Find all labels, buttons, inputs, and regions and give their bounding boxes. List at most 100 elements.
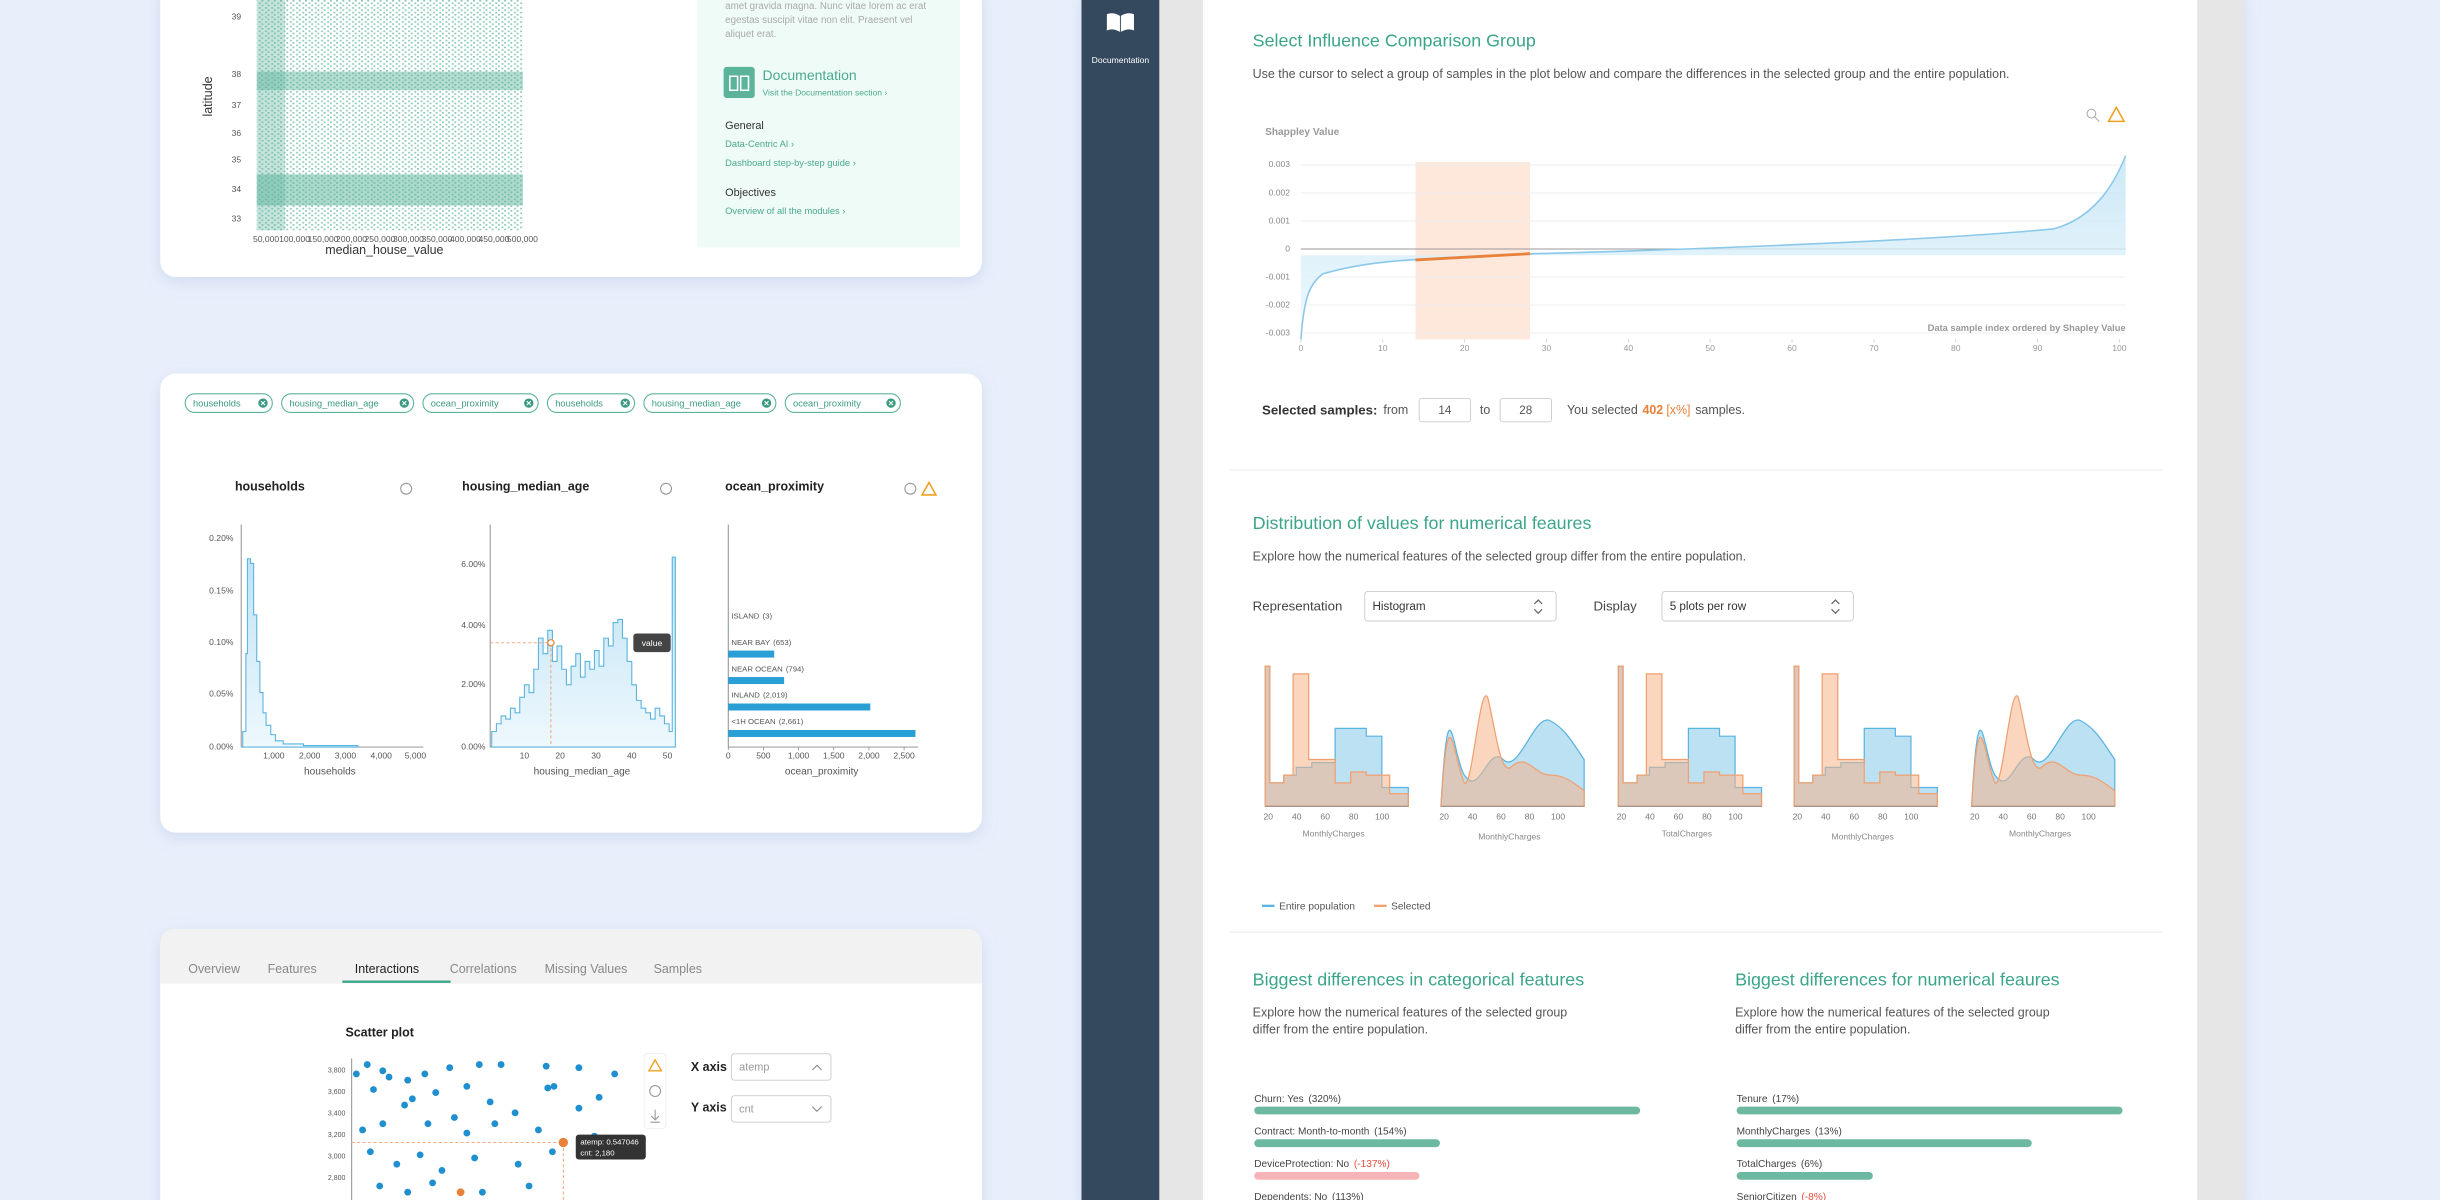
doc-subtitle[interactable]: Visit the Documentation section › xyxy=(763,88,888,98)
select[interactable] xyxy=(730,1053,832,1081)
category: INLAND xyxy=(731,691,760,700)
y-tick-label: 3,800 xyxy=(328,1068,346,1075)
sidebar-label[interactable]: Documentation xyxy=(1092,55,1150,65)
x-tick-label: 70 xyxy=(1869,343,1879,353)
select[interactable] xyxy=(1661,590,1854,622)
x-tick-label: 20 xyxy=(1439,811,1449,821)
tab[interactable]: Overview xyxy=(188,962,241,976)
section-description: Explore how the numerical features of th… xyxy=(1253,1006,1568,1020)
x-tick-label: 1,500 xyxy=(823,751,845,761)
y-tick-label: 0.15% xyxy=(209,586,234,596)
selected-line xyxy=(1415,252,1531,262)
tab[interactable]: Features xyxy=(268,962,317,976)
x-tick-label: 100 xyxy=(2081,811,2096,821)
axis-label: latitude xyxy=(201,76,215,116)
x-tick-label: 40 xyxy=(627,751,637,761)
x-tick-label: 0 xyxy=(726,751,731,761)
warning-icon[interactable] xyxy=(920,480,938,496)
add-icon[interactable] xyxy=(904,482,917,495)
chip-remove-x xyxy=(401,400,407,406)
axis-label: MonthlyCharges xyxy=(1832,832,1894,842)
filter-chip[interactable] xyxy=(184,393,273,413)
x-tick-label: 150,000 xyxy=(308,234,339,244)
info-icon[interactable] xyxy=(649,1085,662,1098)
select-value: Histogram xyxy=(1373,600,1426,613)
tooltip xyxy=(633,633,671,653)
x-tick-label: 80 xyxy=(1349,811,1359,821)
y-tick-label: 0.05% xyxy=(209,688,234,698)
doc-title[interactable]: Documentation xyxy=(763,67,857,83)
x-tick-label: 40 xyxy=(1998,811,2008,821)
bar-label: INLAND (2,019) xyxy=(731,691,788,700)
doc-link[interactable]: Dashboard step-by-step guide › xyxy=(725,158,856,168)
bar xyxy=(728,650,775,658)
selection-band xyxy=(1415,161,1531,340)
bar xyxy=(1254,1171,1420,1180)
axis-title: Shappley Value xyxy=(1265,127,1340,138)
y-tick-label: 0.10% xyxy=(209,637,234,647)
warning-icon[interactable] xyxy=(647,1058,663,1072)
intro-text: egestas suscipit vitae non elit. Praesen… xyxy=(725,15,912,26)
y-tick-label: 3,400 xyxy=(328,1111,346,1118)
x-tick-label: 350,000 xyxy=(422,234,453,244)
value-label: (154%) xyxy=(1374,1126,1407,1137)
x-tick-label: 3,000 xyxy=(335,751,357,761)
category: <1H OCEAN xyxy=(731,717,775,726)
x-tick-label: 80 xyxy=(2055,811,2065,821)
add-icon[interactable] xyxy=(400,482,413,495)
x-tick-label: 5,000 xyxy=(405,751,427,761)
select[interactable] xyxy=(730,1095,832,1123)
x-tick-label: 50,000 xyxy=(253,234,279,244)
bar xyxy=(1254,1139,1440,1148)
x-tick-label: 50 xyxy=(663,751,673,761)
input-value: 28 xyxy=(1519,404,1532,417)
tooltip-text: cnt: 2,180 xyxy=(580,1148,615,1157)
bar xyxy=(1254,1106,1641,1115)
x-tick-label: 20 xyxy=(1793,811,1803,821)
tab[interactable]: Interactions xyxy=(355,962,419,976)
section-title: Select Influence Comparison Group xyxy=(1253,31,1536,51)
input[interactable] xyxy=(1499,397,1552,423)
tab-underline xyxy=(342,980,451,983)
add-icon[interactable] xyxy=(660,482,673,495)
download-icon[interactable] xyxy=(650,1109,660,1123)
histogram xyxy=(242,558,359,748)
filter-chip[interactable] xyxy=(643,393,777,413)
book-icon[interactable] xyxy=(1105,12,1135,34)
bar xyxy=(1736,1139,2032,1148)
tab[interactable]: Missing Values xyxy=(545,962,628,976)
select-value: atemp xyxy=(739,1062,769,1074)
x-tick-label: 80 xyxy=(1878,811,1888,821)
zoom-icon[interactable] xyxy=(2086,108,2097,119)
bar-label: MonthlyCharges (13%) xyxy=(1737,1126,1842,1137)
section-title: Biggest differences for numerical feaure… xyxy=(1735,969,2060,989)
doc-link[interactable]: Overview of all the modules › xyxy=(725,206,845,216)
section-description: Explore how the numerical features of th… xyxy=(1253,549,1746,563)
bar-label: <1H OCEAN (2,661) xyxy=(731,717,803,726)
warning-icon[interactable] xyxy=(2107,105,2126,123)
value-label: (17%) xyxy=(1772,1094,1799,1105)
value-label: (653) xyxy=(773,638,792,647)
select[interactable] xyxy=(1364,590,1557,622)
result-count: 402 xyxy=(1642,403,1663,417)
tab[interactable]: Correlations xyxy=(450,962,517,976)
filter-chip[interactable] xyxy=(422,393,539,413)
shapley-line xyxy=(1300,155,2127,340)
axis-label: TotalCharges xyxy=(1662,829,1712,839)
bar-label: TotalCharges (6%) xyxy=(1737,1159,1823,1170)
section-description: differ from the entire population. xyxy=(1253,1023,1428,1037)
select-label: Y axis xyxy=(691,1100,727,1114)
tab[interactable]: Samples xyxy=(654,962,702,976)
axis-label: ocean_proximity xyxy=(785,767,860,778)
filter-chip[interactable] xyxy=(784,393,901,413)
doc-link[interactable]: Data-Centric AI › xyxy=(725,139,794,149)
y-tick-label: 0.002 xyxy=(1269,187,1291,197)
input[interactable] xyxy=(1418,397,1472,423)
tooltip-text: atemp: 0.547046 xyxy=(580,1137,638,1146)
chart-title: households xyxy=(235,479,305,493)
section-description: Explore how the numerical features of th… xyxy=(1735,1006,2050,1020)
select-label: Representation xyxy=(1253,599,1343,614)
filter-chip[interactable] xyxy=(281,393,415,413)
filter-chip[interactable] xyxy=(546,393,636,413)
